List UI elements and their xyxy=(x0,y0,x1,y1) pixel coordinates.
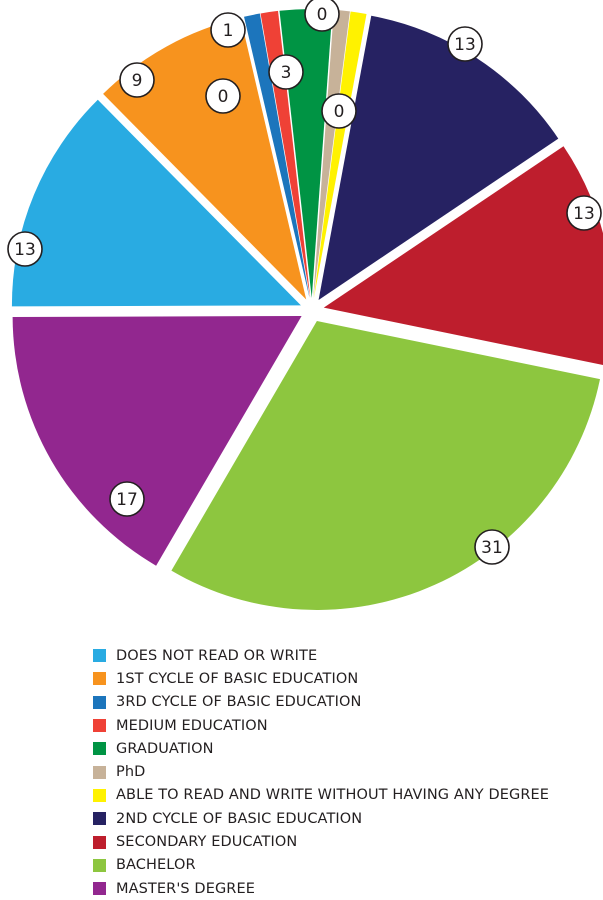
data-label-graduation: 3 xyxy=(268,54,304,90)
data-label-value: 3 xyxy=(281,63,292,83)
data-label-value: 0 xyxy=(317,5,328,25)
legend-swatch xyxy=(93,765,106,779)
data-label-value: 13 xyxy=(454,35,476,55)
legend-label: BACHELOR xyxy=(116,857,196,874)
legend-label: DOES NOT READ OR WRITE xyxy=(116,647,318,664)
legend-label: MASTER'S DEGREE xyxy=(116,880,255,897)
pie-slice-phd xyxy=(313,9,350,299)
legend-label: SECONDARY EDUCATION xyxy=(116,834,298,851)
legend-item-masters-degree: MASTER'S DEGREE xyxy=(93,877,549,900)
legend-label: GRADUATION xyxy=(116,740,214,757)
pie-slice-does-not-read-or-write xyxy=(11,99,301,307)
data-label-master-s-degree: 17 xyxy=(109,481,145,517)
legend-label: MEDIUM EDUCATION xyxy=(116,717,268,734)
data-label-value: 1 xyxy=(223,21,234,41)
legend-item-bachelor: BACHELOR xyxy=(93,854,549,877)
legend-item-secondary-education: SECONDARY EDUCATION xyxy=(93,830,549,853)
data-label-does-not-read-or-write: 13 xyxy=(7,231,43,267)
legend-item-1st-cycle-basic-education: 1ST CYCLE OF BASIC EDUCATION xyxy=(93,667,549,690)
data-label-value: 0 xyxy=(334,102,345,122)
pie-slice-2nd-cycle-of-basic-education xyxy=(318,15,559,300)
legend-swatch xyxy=(93,672,106,686)
data-label-bachelor: 31 xyxy=(474,529,510,565)
data-label-value: 31 xyxy=(481,538,503,558)
legend-label: 3RD CYCLE OF BASIC EDUCATION xyxy=(116,694,362,711)
legend-item-medium-education: MEDIUM EDUCATION xyxy=(93,714,549,737)
chart-legend: DOES NOT READ OR WRITE 1ST CYCLE OF BASI… xyxy=(93,644,549,900)
legend-swatch xyxy=(93,835,106,849)
legend-item-2nd-cycle-basic-education: 2ND CYCLE OF BASIC EDUCATION xyxy=(93,807,549,830)
pie-slice-master-s-degree xyxy=(12,315,302,566)
legend-item-3rd-cycle-basic-education: 3RD CYCLE OF BASIC EDUCATION xyxy=(93,691,549,714)
legend-swatch xyxy=(93,812,106,826)
legend-item-graduation: GRADUATION xyxy=(93,737,549,760)
legend-swatch xyxy=(93,695,106,709)
pie-slice-3rd-cycle-of-basic-education xyxy=(244,13,310,299)
legend-swatch xyxy=(93,649,106,663)
pie-slice-able-to-read-and-write-without-having-any-degree xyxy=(313,11,367,299)
legend-label: 2ND CYCLE OF BASIC EDUCATION xyxy=(116,810,363,827)
data-label-value: 13 xyxy=(573,204,595,224)
legend-label: ABLE TO READ AND WRITE WITHOUT HAVING AN… xyxy=(116,787,550,804)
pie-slice-1st-cycle-of-basic-education xyxy=(103,18,307,300)
data-label-1st-cycle-of-basic-education: 9 xyxy=(119,62,155,98)
data-label-secondary-education: 13 xyxy=(566,195,602,231)
pie-slice-secondary-education xyxy=(323,146,603,366)
data-label-medium-education: 1 xyxy=(210,12,246,48)
data-label-value: 17 xyxy=(116,490,138,510)
data-label-value: 13 xyxy=(14,240,36,260)
legend-label: PhD xyxy=(116,764,146,781)
legend-swatch xyxy=(93,788,106,802)
legend-swatch xyxy=(93,882,106,896)
pie-slices xyxy=(11,9,603,610)
legend-item-phd: PhD xyxy=(93,760,549,783)
legend-item-read-write-no-degree: ABLE TO READ AND WRITE WITHOUT HAVING AN… xyxy=(93,784,549,807)
legend-item-does-not-read-or-write: DOES NOT READ OR WRITE xyxy=(93,644,549,667)
data-label-2nd-cycle-of-basic-education: 13 xyxy=(447,26,483,62)
data-label-3rd-cycle-of-basic-education: 0 xyxy=(205,78,241,114)
data-label-phd: 0 xyxy=(304,0,340,32)
data-label-able-to-read-and-write-without-having-any-degree: 0 xyxy=(321,93,357,129)
data-label-value: 0 xyxy=(218,87,229,107)
legend-swatch xyxy=(93,719,106,733)
legend-swatch xyxy=(93,742,106,756)
legend-label: 1ST CYCLE OF BASIC EDUCATION xyxy=(116,670,359,687)
legend-swatch xyxy=(93,858,106,872)
data-label-value: 9 xyxy=(132,71,143,91)
